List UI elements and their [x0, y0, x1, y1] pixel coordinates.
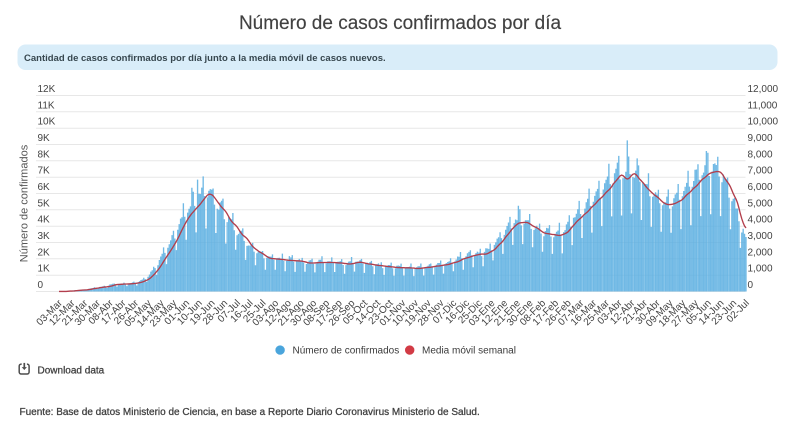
svg-text:2,000: 2,000 — [748, 247, 773, 258]
svg-text:0: 0 — [38, 280, 44, 291]
svg-text:2K: 2K — [38, 247, 51, 258]
svg-text:1,000: 1,000 — [748, 264, 773, 275]
svg-text:9,000: 9,000 — [748, 133, 773, 144]
svg-text:Número de casos confirmados po: Número de casos confirmados por día — [239, 13, 562, 34]
svg-text:7K: 7K — [38, 166, 51, 177]
svg-text:1K: 1K — [38, 264, 51, 275]
svg-text:4K: 4K — [38, 215, 51, 226]
svg-text:8,000: 8,000 — [748, 149, 773, 160]
svg-text:3,000: 3,000 — [748, 231, 773, 242]
svg-text:8K: 8K — [38, 149, 51, 160]
svg-text:Cantidad de casos confirmados: Cantidad de casos confirmados por día ju… — [24, 53, 386, 64]
svg-text:12,000: 12,000 — [748, 84, 779, 95]
svg-text:Download data: Download data — [38, 366, 105, 377]
svg-text:11,000: 11,000 — [748, 100, 778, 111]
svg-text:0: 0 — [748, 280, 754, 291]
svg-text:5,000: 5,000 — [748, 198, 773, 209]
svg-text:10K: 10K — [38, 117, 56, 128]
svg-text:6,000: 6,000 — [748, 182, 773, 193]
svg-text:7,000: 7,000 — [748, 166, 773, 177]
svg-text:12K: 12K — [38, 84, 56, 95]
svg-text:5K: 5K — [38, 198, 51, 209]
svg-text:Número de confirmados: Número de confirmados — [293, 346, 400, 357]
svg-text:4,000: 4,000 — [748, 215, 773, 226]
svg-text:10,000: 10,000 — [748, 117, 779, 128]
svg-text:Número de confirmados: Número de confirmados — [19, 144, 31, 262]
svg-text:Fuente: Base de datos Minister: Fuente: Base de datos Ministerio de Cien… — [20, 407, 480, 418]
svg-text:9K: 9K — [38, 133, 51, 144]
svg-text:11K: 11K — [38, 100, 55, 111]
svg-text:3K: 3K — [38, 231, 51, 242]
svg-text:Media móvil semanal: Media móvil semanal — [422, 346, 516, 357]
svg-text:6K: 6K — [38, 182, 51, 193]
